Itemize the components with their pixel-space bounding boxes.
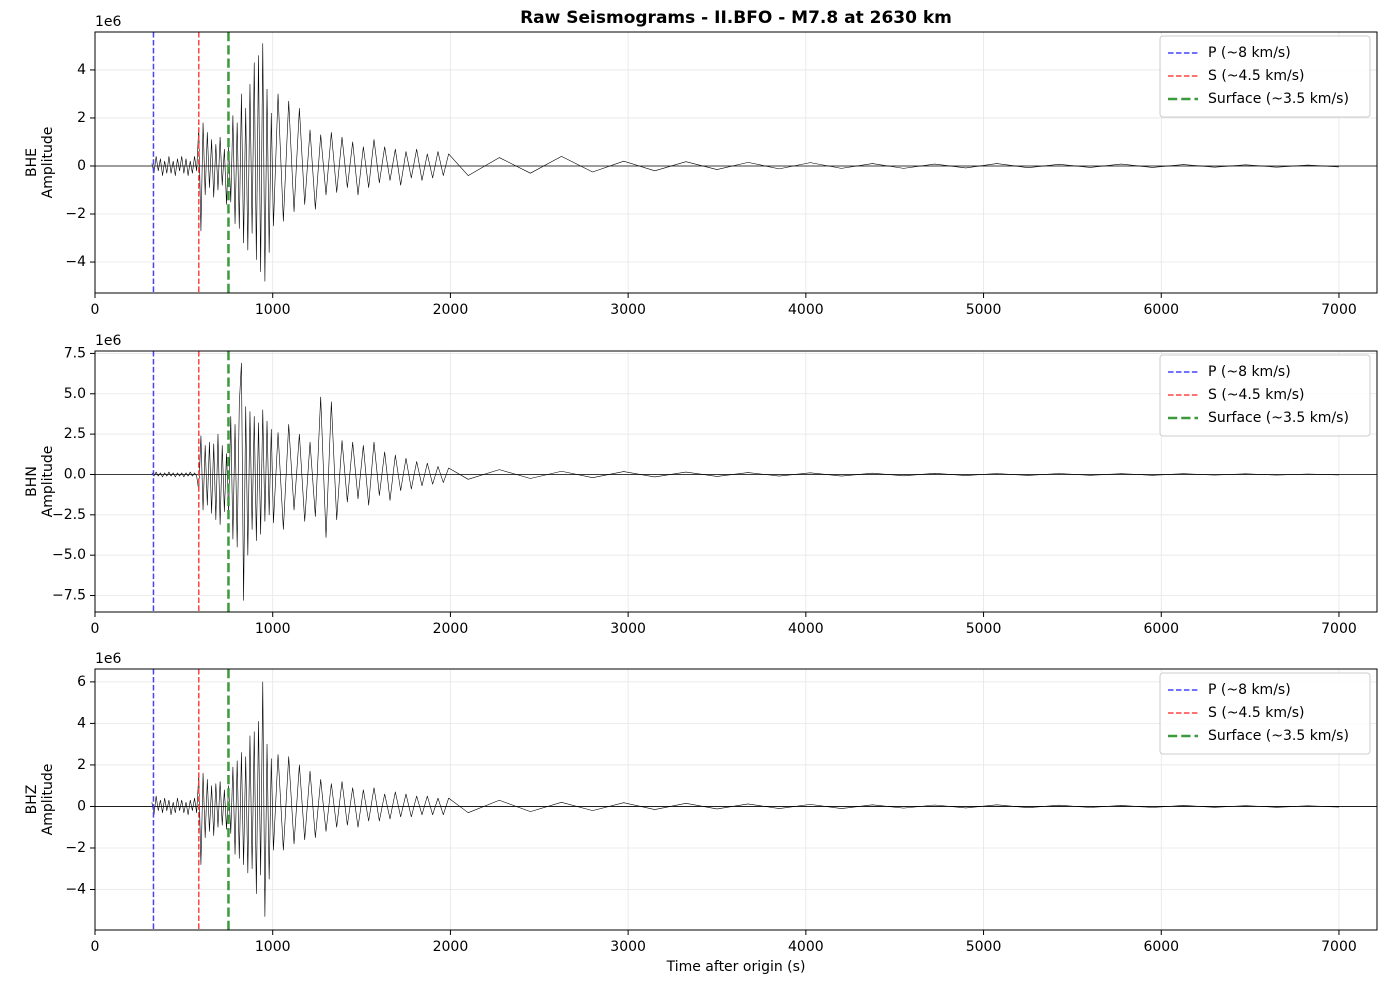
y-tick-label: −2.5 — [52, 507, 86, 523]
y-axis-label: Amplitude — [40, 446, 56, 518]
y-axis-label: BHE — [24, 148, 40, 177]
y-tick-label: 7.5 — [64, 345, 86, 361]
y-tick-label: 0 — [77, 158, 86, 174]
legend-label: Surface (~3.5 km/s) — [1208, 728, 1349, 744]
trace — [151, 681, 1339, 917]
legend-label: S (~4.5 km/s) — [1208, 68, 1304, 84]
x-tick-label: 0 — [91, 939, 100, 955]
offset-label: 1e6 — [95, 333, 122, 349]
x-tick-label: 1000 — [255, 621, 291, 637]
legend-label: P (~8 km/s) — [1208, 364, 1291, 380]
y-tick-label: −2 — [65, 840, 86, 856]
legend-box — [1159, 354, 1371, 437]
y-tick-label: 2 — [77, 757, 86, 773]
y-axis-label: BHZ — [24, 785, 40, 815]
y-tick-label: 0.0 — [64, 466, 86, 482]
x-tick-label: 6000 — [1143, 939, 1179, 955]
x-tick-label: 1000 — [255, 302, 291, 318]
x-tick-label: 2000 — [433, 939, 469, 955]
y-tick-label: −4 — [65, 254, 86, 270]
legend-label: S (~4.5 km/s) — [1208, 705, 1304, 721]
x-tick-label: 7000 — [1321, 302, 1357, 318]
x-tick-label: 4000 — [788, 302, 824, 318]
y-tick-label: 4 — [77, 62, 86, 78]
offset-label: 1e6 — [95, 14, 122, 30]
x-tick-label: 4000 — [788, 621, 824, 637]
axes-frame — [94, 350, 1378, 613]
x-tick-label: 7000 — [1321, 939, 1357, 955]
y-tick-label: −7.5 — [52, 588, 86, 604]
x-tick-label: 0 — [91, 621, 100, 637]
trace — [151, 43, 1339, 282]
x-tick-label: 5000 — [966, 302, 1002, 318]
legend-label: P (~8 km/s) — [1208, 682, 1291, 698]
trace — [151, 362, 1339, 601]
legend-label: Surface (~3.5 km/s) — [1208, 91, 1349, 107]
y-axis-label: Amplitude — [40, 764, 56, 836]
legend-label: P (~8 km/s) — [1208, 45, 1291, 61]
x-axis-label: Time after origin (s) — [666, 959, 806, 975]
legend-label: Surface (~3.5 km/s) — [1208, 410, 1349, 426]
chart-title: Raw Seismograms - II.BFO - M7.8 at 2630 … — [520, 8, 952, 28]
x-tick-label: 0 — [91, 302, 100, 318]
y-tick-label: −4 — [65, 882, 86, 898]
x-tick-label: 2000 — [433, 302, 469, 318]
x-tick-label: 6000 — [1143, 621, 1179, 637]
y-tick-label: 6 — [77, 674, 86, 690]
y-tick-label: 0 — [77, 798, 86, 814]
legend-label: S (~4.5 km/s) — [1208, 387, 1304, 403]
axes-frame — [94, 668, 1378, 931]
x-tick-label: 6000 — [1143, 302, 1179, 318]
x-tick-label: 4000 — [788, 939, 824, 955]
y-tick-label: 4 — [77, 715, 86, 731]
axes-frame — [94, 31, 1378, 294]
x-tick-label: 3000 — [610, 621, 646, 637]
y-axis-label: BHN — [24, 466, 40, 497]
legend-box — [1159, 35, 1371, 118]
y-tick-label: 2 — [77, 110, 86, 126]
y-tick-label: −5.0 — [52, 547, 86, 563]
x-tick-label: 5000 — [966, 621, 1002, 637]
offset-label: 1e6 — [95, 651, 122, 667]
x-tick-label: 7000 — [1321, 621, 1357, 637]
x-tick-label: 3000 — [610, 939, 646, 955]
y-tick-label: 5.0 — [64, 386, 86, 402]
x-tick-label: 1000 — [255, 939, 291, 955]
x-tick-label: 5000 — [966, 939, 1002, 955]
y-tick-label: 2.5 — [64, 426, 86, 442]
x-tick-label: 3000 — [610, 302, 646, 318]
y-tick-label: −2 — [65, 206, 86, 222]
legend-box — [1159, 672, 1371, 755]
x-tick-label: 2000 — [433, 621, 469, 637]
y-axis-label: Amplitude — [40, 127, 56, 199]
